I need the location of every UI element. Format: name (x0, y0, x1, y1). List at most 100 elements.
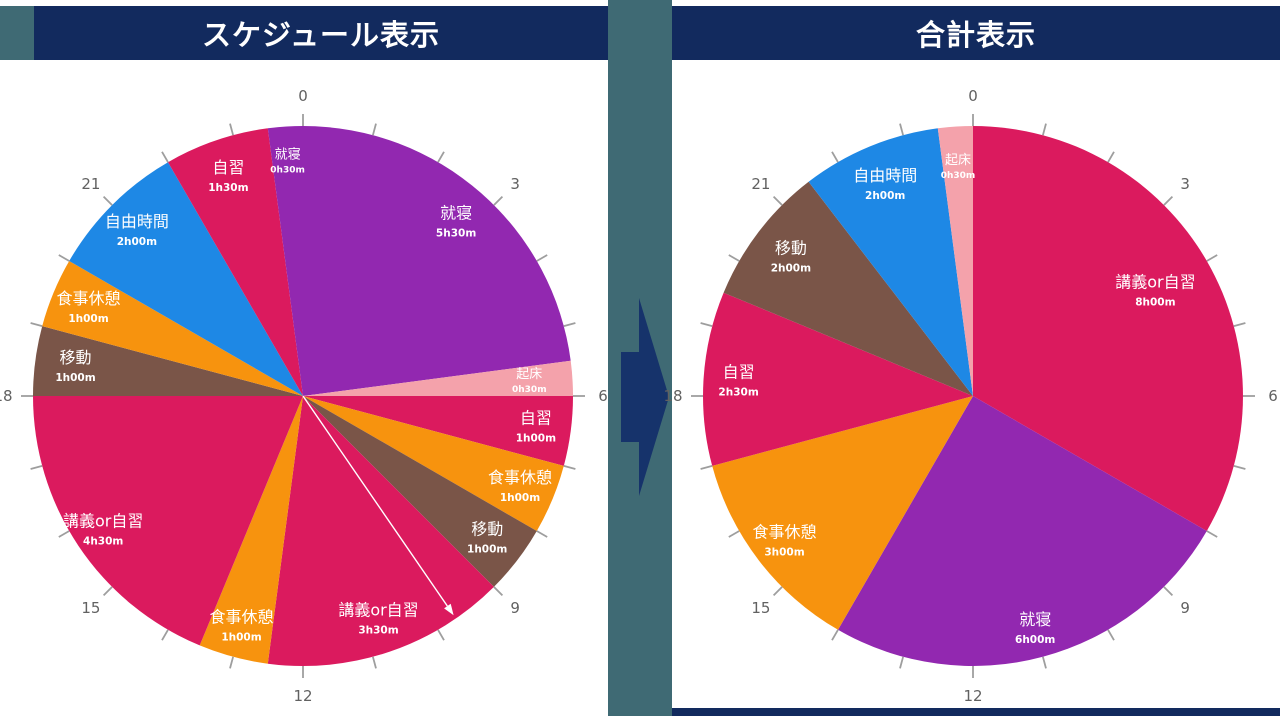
clock-tick (772, 586, 783, 597)
clock-tick (728, 530, 740, 538)
segment-duration-label: 3h00m (764, 547, 804, 559)
clock-tick-label: 3 (510, 175, 520, 193)
segment-duration-label: 2h30m (718, 387, 758, 399)
clock-tick (30, 465, 43, 470)
clock-tick (700, 465, 713, 470)
clock-tick-label: 0 (968, 87, 978, 105)
time-pointer-arrowhead-icon (444, 603, 454, 616)
clock-tick (229, 656, 234, 669)
segment-name-label: 就寝 (440, 203, 472, 222)
right-panel-title: 合計表示 (915, 18, 1036, 52)
segment-name-label: 自習 (212, 158, 244, 177)
segment-name-label: 起床 (945, 153, 971, 168)
clock-tick-label: 9 (1180, 599, 1190, 617)
pie-wedge (42, 261, 303, 396)
clock-tick (1042, 656, 1047, 669)
pie-wedge (838, 396, 1207, 666)
segment-name-label: 食事休憩 (209, 608, 273, 627)
pie-wedge (303, 396, 537, 587)
clock-tick (102, 195, 113, 206)
segment-duration-label: 0h30m (941, 171, 976, 181)
segment-duration-label: 8h00m (1135, 297, 1175, 309)
clock-tick (437, 151, 445, 163)
right-panel-title-bar: 合計表示 (672, 6, 1280, 60)
clock-tick (30, 322, 43, 327)
clock-tick-label: 18 (0, 387, 13, 405)
clock-tick (1107, 151, 1115, 163)
segment-duration-label: 6h00m (1015, 634, 1055, 646)
segment-name-label: 就寝 (275, 147, 301, 163)
clock-tick-label: 12 (963, 687, 982, 705)
clock-tick (831, 151, 839, 163)
clock-tick-label: 18 (663, 387, 682, 405)
segment-name-label: 自由時間 (853, 166, 917, 185)
clock-tick (563, 322, 576, 327)
clock-tick (161, 629, 169, 641)
clock-tick-label: 15 (751, 599, 770, 617)
clock-tick (899, 656, 904, 669)
clock-tick (1206, 254, 1218, 262)
clock-tick (372, 656, 377, 669)
segment-duration-label: 4h30m (83, 536, 123, 548)
clock-tick-label: 3 (1180, 175, 1190, 193)
clock-tick-label: 21 (751, 175, 770, 193)
clock-tick (1042, 123, 1047, 136)
clock-tick (437, 629, 445, 641)
pie-wedge (168, 128, 303, 397)
pie-wedge (69, 162, 303, 396)
clock-tick (728, 254, 740, 262)
time-pointer-line (302, 395, 448, 607)
clock-tick (161, 151, 169, 163)
clock-tick (1233, 465, 1246, 470)
segment-name-label: 自由時間 (105, 212, 169, 231)
pie-wedge (267, 396, 494, 666)
corner-accent-square (0, 6, 34, 60)
pie-wedge (267, 126, 303, 396)
segment-duration-label: 5h30m (436, 227, 476, 239)
clock-tick (700, 322, 713, 327)
clock-tick (102, 586, 113, 597)
clock-tick-label: 21 (81, 175, 100, 193)
segment-name-label: 起床 (516, 367, 542, 382)
pie-wedge (937, 126, 973, 396)
pie-wedge (303, 126, 571, 396)
clock-tick (372, 123, 377, 136)
clock-tick (58, 254, 70, 262)
segment-duration-label: 3h30m (358, 624, 398, 636)
clock-tick (536, 530, 548, 538)
clock-tick-label: 15 (81, 599, 100, 617)
segment-name-label: 移動 (59, 348, 91, 367)
segment-duration-label: 2h00m (865, 190, 905, 202)
segment-name-label: 移動 (471, 519, 503, 538)
clock-tick (536, 254, 548, 262)
segment-duration-label: 0h30m (270, 166, 305, 176)
clock-tick (1107, 629, 1115, 641)
pie-wedge (303, 360, 573, 396)
clock-tick (229, 123, 234, 136)
clock-tick (1206, 530, 1218, 538)
clock-tick-label: 6 (598, 387, 608, 405)
pie-wedge (808, 128, 973, 397)
clock-tick (831, 629, 839, 641)
clock-tick (493, 195, 504, 206)
segment-duration-label: 1h30m (208, 182, 248, 194)
clock-tick (772, 195, 783, 206)
clock-tick (1163, 586, 1174, 597)
segment-name-label: 食事休憩 (488, 468, 552, 487)
schedule-clock-pie-chart: 0 3 6 9 12 15 18 21 就寝 5h30m 起床 0h30m 自習 1h00m 食事休憩 1h0… (0, 87, 608, 705)
left-panel-title-bar: スケジュール表示 (34, 6, 608, 60)
clock-tick (1233, 322, 1246, 327)
center-divider-strip (608, 0, 672, 716)
right-panel-bottom-bar (672, 708, 1280, 716)
segment-duration-label: 1h00m (467, 543, 507, 555)
clock-tick-label: 12 (293, 687, 312, 705)
segment-name-label: 自習 (723, 363, 755, 382)
segment-name-label: 食事休憩 (56, 289, 120, 308)
segment-name-label: 講義or自習 (1115, 273, 1195, 292)
pie-wedge (303, 396, 574, 466)
pie-wedge (33, 396, 303, 646)
segment-name-label: 移動 (775, 238, 807, 257)
total-clock-pie-chart: 0 3 6 9 12 15 18 21 講義or自習 8h00m 就寝 6h00m 食事休憩 3h00m 自… (663, 87, 1277, 705)
segment-duration-label: 0h30m (512, 385, 547, 395)
